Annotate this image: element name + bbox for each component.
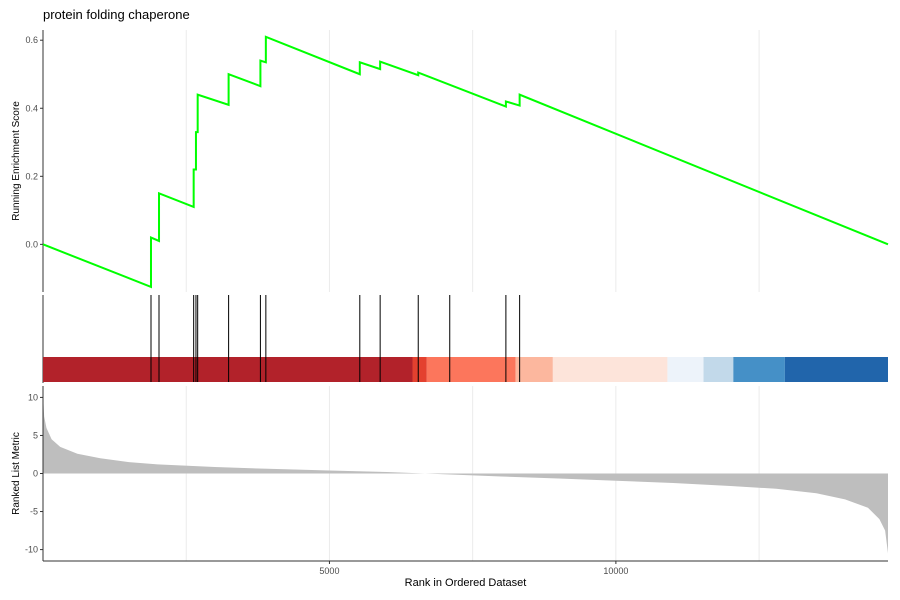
chart-title: protein folding chaperone — [43, 7, 190, 22]
y-tick-label: 0.0 — [25, 239, 38, 249]
color-bar-segment — [703, 357, 734, 382]
x-tick-label: 5000 — [319, 566, 339, 576]
color-bar-segment — [784, 357, 888, 382]
y-axis-title: Ranked List Metric — [11, 432, 22, 515]
color-bar-segment — [515, 357, 553, 382]
y-tick-label: -10 — [25, 545, 38, 555]
color-bar-segment — [43, 357, 413, 382]
x-tick-label: 10000 — [603, 566, 628, 576]
y-tick-label: 0.6 — [25, 35, 38, 45]
color-bar-segment — [426, 357, 516, 382]
color-bar-segment — [552, 357, 668, 382]
y-tick-label: 0.4 — [25, 103, 38, 113]
y-tick-label: 0.2 — [25, 171, 38, 181]
y-tick-label: -5 — [30, 507, 38, 517]
y-axis-title: Running Enrichment Score — [11, 101, 22, 221]
enrichment-score-line — [42, 35, 889, 289]
color-bar-segment — [667, 357, 704, 382]
color-bar-segment — [412, 357, 427, 382]
x-axis-title: Rank in Ordered Dataset — [405, 577, 527, 589]
y-tick-label: 10 — [28, 392, 38, 402]
y-tick-label: 5 — [33, 430, 38, 440]
color-bar-segment — [733, 357, 785, 382]
y-tick-label: 0 — [33, 469, 38, 479]
ranked-metric-area — [43, 393, 888, 554]
